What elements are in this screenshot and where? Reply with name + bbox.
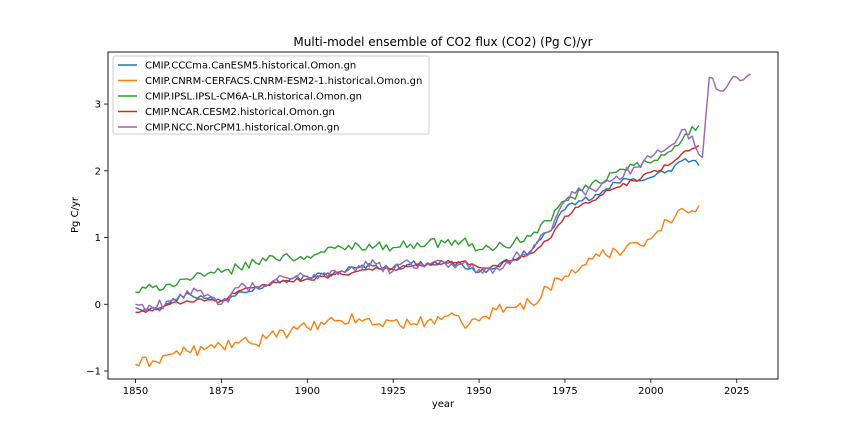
y-axis-label: Pg C/yr bbox=[70, 196, 81, 233]
legend-label: CMIP.IPSL.IPSL-CM6A-LR.historical.Omon.g… bbox=[145, 92, 362, 103]
x-tick-label: 1900 bbox=[295, 386, 320, 397]
legend-label: CMIP.NCAR.CESM2.historical.Omon.gn bbox=[145, 107, 335, 118]
x-tick-label: 2000 bbox=[638, 386, 663, 397]
plot-frame bbox=[107, 51, 779, 380]
chart-title: Multi-model ensemble of CO2 flux (CO2) (… bbox=[293, 35, 592, 49]
y-tick-label: 3 bbox=[95, 100, 101, 111]
x-tick-label: 1875 bbox=[209, 386, 234, 397]
series-line bbox=[135, 205, 700, 368]
plot-area bbox=[107, 51, 779, 380]
series-line bbox=[135, 73, 751, 313]
legend-label: CMIP.NCC.NorCPM1.historical.Omon.gn bbox=[145, 123, 340, 134]
y-tick-label: 2 bbox=[95, 166, 101, 177]
series-layer bbox=[135, 73, 751, 368]
series-line bbox=[135, 144, 700, 314]
x-tick-label: 1950 bbox=[466, 386, 491, 397]
y-tick-label: 0 bbox=[95, 300, 101, 311]
y-tick-label: 1 bbox=[95, 233, 101, 244]
x-tick-label: 1850 bbox=[123, 386, 148, 397]
y-tick-label: −1 bbox=[86, 366, 101, 377]
series-line bbox=[135, 125, 700, 294]
y-axis: −1 0 1 2 3 bbox=[86, 100, 108, 377]
series-line bbox=[135, 158, 700, 312]
x-axis-label: year bbox=[432, 399, 455, 410]
legend-label: CMIP.CNRM-CERFACS.CNRM-ESM2-1.historical… bbox=[145, 76, 422, 87]
x-axis: 1850 1875 1900 1925 1950 1975 2000 2025 bbox=[123, 379, 749, 397]
legend: CMIP.CCCma.CanESM5.historical.Omon.gn CMI… bbox=[112, 55, 430, 135]
x-tick-label: 1925 bbox=[380, 386, 405, 397]
legend-label: CMIP.CCCma.CanESM5.historical.Omon.gn bbox=[145, 61, 356, 72]
x-tick-label: 1975 bbox=[552, 386, 577, 397]
x-tick-label: 2025 bbox=[724, 386, 749, 397]
legend-box bbox=[112, 55, 430, 135]
